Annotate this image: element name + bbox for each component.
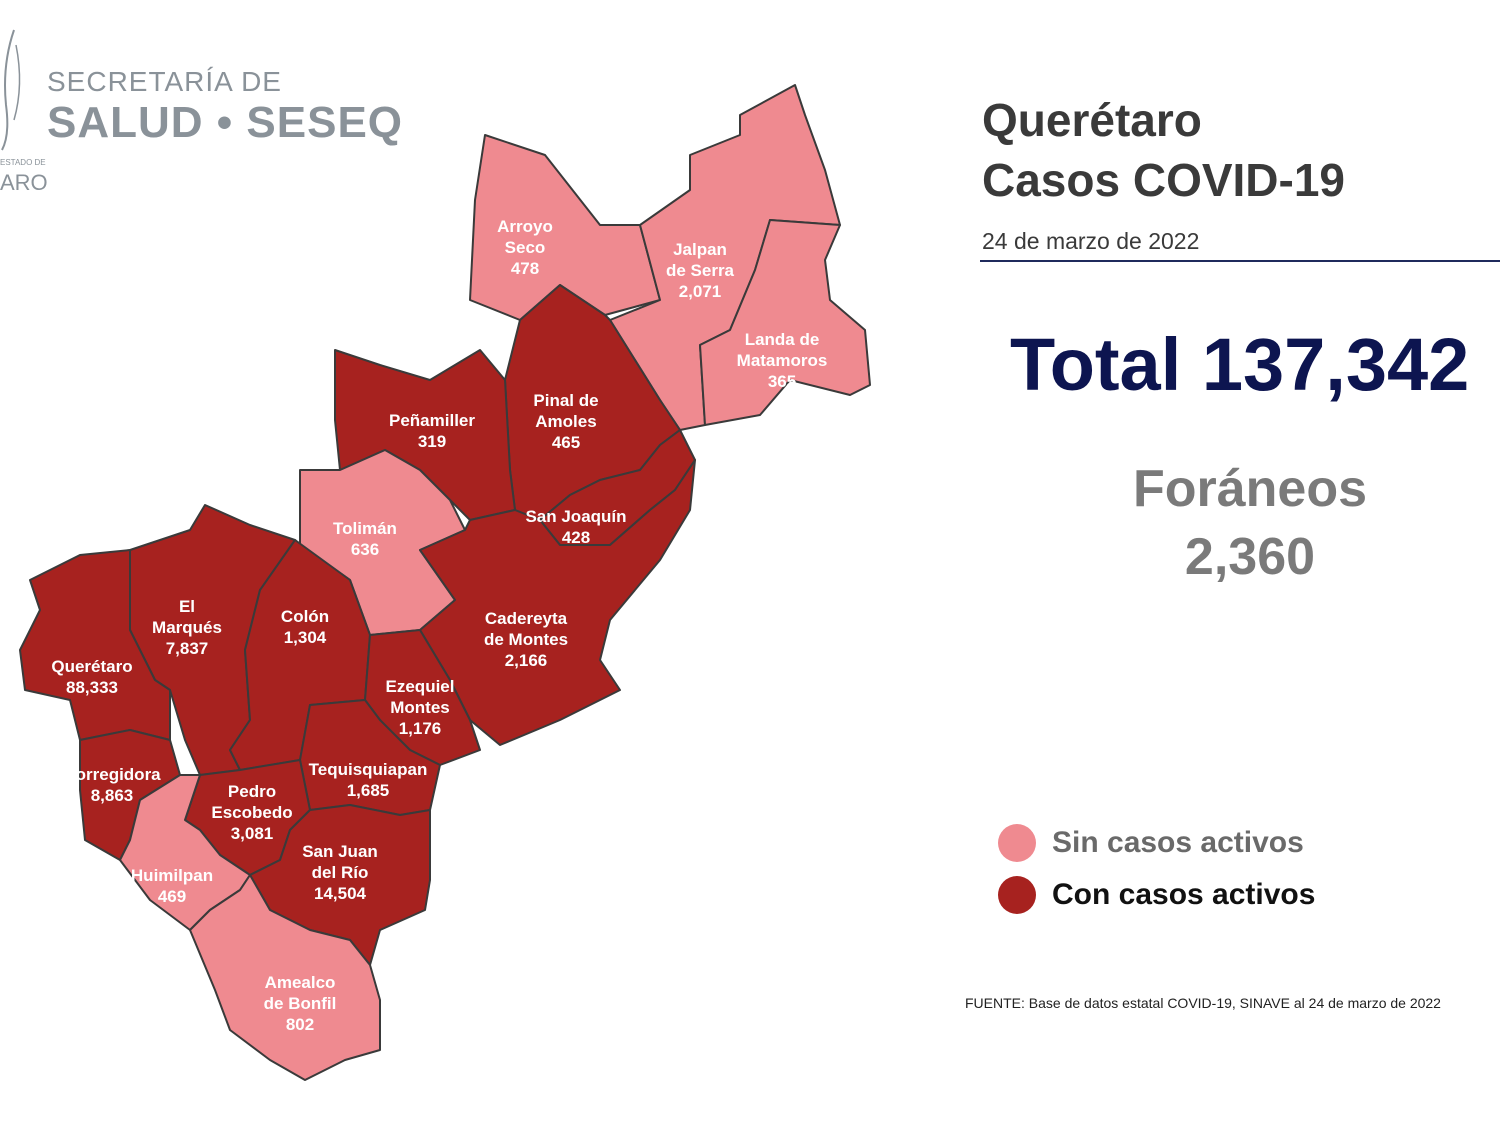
label-pinal-de-amoles: Pinal de Amoles 465	[533, 391, 598, 452]
name-jalpan-de-serra: Jalpan	[673, 240, 727, 259]
name-pinal-de-amoles: Amoles	[535, 412, 596, 431]
label-san-juan-del-rio: San Juan del Río 14,504	[302, 842, 378, 903]
cases-san-joaquin: 428	[562, 528, 590, 547]
legend-active-label: Con casos activos	[1052, 878, 1316, 911]
label-amealco-de-bonfil: Amealco de Bonfil 802	[264, 973, 337, 1034]
seseq-logo	[0, 20, 400, 200]
name-pedro-escobedo: Pedro	[228, 782, 276, 801]
cases-pinal-de-amoles: 465	[552, 433, 580, 452]
label-huimilpan: Huimilpan 469	[131, 866, 213, 906]
name-el-marques: Marqués	[152, 618, 222, 637]
name-toliman: Tolimán	[333, 519, 397, 538]
name-san-juan-del-rio: del Río	[312, 863, 369, 882]
region-landa-de-matamoros	[699, 219, 871, 426]
name-arroyo-seco: Arroyo	[497, 217, 553, 236]
name-ezequiel-montes: Ezequiel	[386, 677, 455, 696]
cases-colon: 1,304	[284, 628, 327, 647]
name-colon: Colón	[281, 607, 329, 626]
cases-cadereyta-de-montes: 2,166	[505, 651, 548, 670]
label-toliman: Tolimán 636	[333, 519, 397, 559]
name-jalpan-de-serra: de Serra	[666, 261, 735, 280]
label-jalpan-de-serra: Jalpan de Serra 2,071	[666, 240, 735, 301]
foraneos-block: Foráneos 2,360	[1100, 455, 1400, 591]
cases-amealco-de-bonfil: 802	[286, 1015, 314, 1034]
legend-active: Con casos activos	[998, 876, 1315, 914]
cases-arroyo-seco: 478	[511, 259, 539, 278]
label-el-marques: El Marqués 7,837	[152, 597, 222, 658]
cases-landa-de-matamoros: 365	[768, 372, 796, 391]
cases-el-marques: 7,837	[166, 639, 209, 658]
region-amealco-de-bonfil	[189, 874, 381, 1081]
label-pedro-escobedo: Pedro Escobedo 3,081	[211, 782, 292, 843]
label-penamiller: Peñamiller 319	[389, 411, 475, 451]
cases-pedro-escobedo: 3,081	[231, 824, 274, 843]
cases-san-juan-del-rio: 14,504	[314, 884, 367, 903]
foraneos-label: Foráneos	[1132, 460, 1368, 518]
label-colon: Colón 1,304	[281, 607, 329, 647]
title-line2: Casos COVID-19	[982, 154, 1346, 206]
name-cadereyta-de-montes: de Montes	[484, 630, 568, 649]
logo-line2: SALUD • SESEQ	[47, 98, 404, 147]
report-date: 24 de marzo de 2022	[982, 228, 1200, 254]
cases-penamiller: 319	[418, 432, 446, 451]
legend-inactive-label: Sin casos activos	[1052, 826, 1304, 859]
page-title: Querétaro Casos COVID-19	[982, 90, 1345, 210]
cases-queretaro: 88,333	[66, 678, 118, 697]
foraneos-value: 2,360	[1184, 528, 1316, 586]
name-cadereyta-de-montes: Cadereyta	[485, 609, 568, 628]
logo-aro-text: ARO	[0, 170, 48, 195]
name-san-joaquin: San Joaquín	[525, 507, 626, 526]
total-cases: Total 137,342	[1010, 323, 1470, 406]
title-line1: Querétaro	[982, 94, 1202, 146]
label-ezequiel-montes: Ezequiel Montes 1,176	[386, 677, 455, 738]
name-ezequiel-montes: Montes	[390, 698, 450, 717]
label-cadereyta-de-montes: Cadereyta de Montes 2,166	[484, 609, 568, 670]
cases-jalpan-de-serra: 2,071	[679, 282, 722, 301]
cases-huimilpan: 469	[158, 887, 186, 906]
name-tequisquiapan: Tequisquiapan	[309, 760, 428, 779]
legend-active-swatch	[998, 876, 1036, 914]
name-huimilpan: Huimilpan	[131, 866, 213, 885]
legend-inactive-swatch	[998, 824, 1036, 862]
logo-small-text: ESTADO DE	[0, 158, 46, 167]
queretaro-map: Arroyo Seco 478 Jalpan de Serra 2,071 Landa de…	[19, 84, 871, 1081]
name-landa-de-matamoros: Matamoros	[737, 351, 828, 370]
legend-inactive: Sin casos activos	[998, 824, 1304, 862]
logo-line1: SECRETARÍA DE	[47, 66, 282, 97]
name-el-marques: El	[179, 597, 195, 616]
label-tequisquiapan: Tequisquiapan 1,685	[309, 760, 428, 800]
label-san-joaquin: San Joaquín 428	[525, 507, 626, 547]
label-queretaro: Querétaro 88,333	[51, 657, 132, 697]
cases-tequisquiapan: 1,685	[347, 781, 390, 800]
name-penamiller: Peñamiller	[389, 411, 475, 430]
name-arroyo-seco: Seco	[505, 238, 546, 257]
name-san-juan-del-rio: San Juan	[302, 842, 378, 861]
name-landa-de-matamoros: Landa de	[745, 330, 820, 349]
label-corregidora: Corregidora 8,863	[63, 765, 161, 805]
source-note: FUENTE: Base de datos estatal COVID-19, …	[965, 995, 1441, 1011]
header-divider	[980, 260, 1500, 262]
name-corregidora: Corregidora	[63, 765, 161, 784]
name-pinal-de-amoles: Pinal de	[533, 391, 598, 410]
label-landa-de-matamoros: Landa de Matamoros 365	[737, 330, 828, 391]
name-amealco-de-bonfil: de Bonfil	[264, 994, 337, 1013]
cases-toliman: 636	[351, 540, 379, 559]
name-pedro-escobedo: Escobedo	[211, 803, 292, 822]
name-amealco-de-bonfil: Amealco	[265, 973, 336, 992]
cases-ezequiel-montes: 1,176	[399, 719, 442, 738]
label-arroyo-seco: Arroyo Seco 478	[497, 217, 553, 278]
name-queretaro: Querétaro	[51, 657, 132, 676]
emblem-icon	[1, 29, 21, 151]
cases-corregidora: 8,863	[91, 786, 134, 805]
